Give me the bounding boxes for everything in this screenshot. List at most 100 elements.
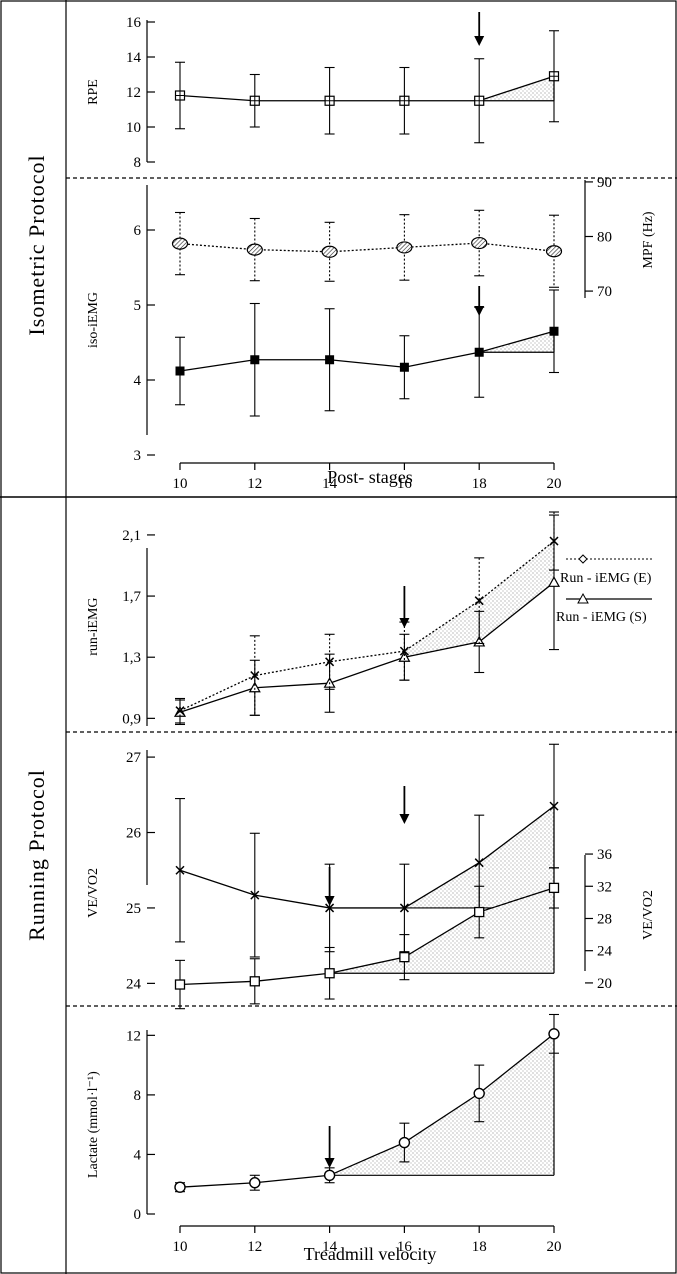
secondary-y-tick-label: 36	[597, 847, 613, 863]
data-point	[249, 1177, 261, 1189]
legend-label-run-iemg-e: Run - iEMG (E)	[560, 571, 652, 586]
y-tick-label: 4	[134, 373, 142, 389]
data-point	[549, 326, 559, 336]
y-tick-label: 26	[126, 826, 142, 842]
y-tick-label: 16	[126, 15, 142, 31]
data-point	[324, 968, 335, 979]
data-point	[545, 245, 563, 258]
y-tick-label: 12	[126, 85, 141, 101]
y-tick-label: 0	[134, 1207, 142, 1223]
panel-rpe: 8 10 12 14 16 RPE	[86, 12, 560, 171]
x-tick-label: 18	[472, 1239, 487, 1255]
lactate-series-line	[179, 1033, 555, 1188]
x-tick-label: 20	[547, 1239, 562, 1255]
secondary-y-tick-label: 28	[597, 911, 612, 927]
data-point	[323, 1169, 336, 1181]
threshold-arrow-head	[399, 814, 410, 824]
run-iemg-s-series-line	[179, 581, 555, 713]
y-tick-label: 6	[134, 223, 142, 239]
data-point	[399, 903, 409, 913]
data-point	[548, 882, 560, 894]
data-point	[325, 903, 335, 913]
mpf-series-line	[179, 242, 555, 253]
data-point	[246, 243, 263, 256]
x-tick-label: 14	[322, 1239, 338, 1255]
y-tick-label: 8	[134, 1088, 142, 1104]
y-tick-label: 24	[126, 976, 142, 992]
data-point	[399, 951, 410, 963]
x-axis-label-treadmill-velocity: Treadmill velocity	[304, 1244, 437, 1264]
data-point	[175, 706, 185, 716]
x-tick-label: 16	[397, 476, 413, 492]
rpe-series-line	[179, 75, 555, 102]
secondary-y-tick-label: 90	[597, 175, 612, 191]
y-tick-label: 0,9	[122, 711, 141, 727]
threshold-arrow-head	[399, 618, 410, 628]
ve-vo2-secondary-series-line	[179, 887, 555, 986]
data-point	[175, 366, 185, 376]
y-tick-label: 27	[126, 750, 142, 766]
threshold-arrow-head	[324, 896, 335, 906]
panel-ve-vo2: 24 25 26 27 VE/VO2 20 24 28 32 36 VE/VO2	[86, 743, 656, 1010]
y-tick-label: 3	[134, 448, 142, 464]
legend-label-run-iemg-s: Run - iEMG (S)	[556, 610, 647, 625]
data-point	[250, 890, 260, 900]
x-tick-label: 10	[173, 1239, 188, 1255]
data-point	[473, 1087, 485, 1100]
data-point	[474, 858, 484, 868]
y-tick-label: 8	[134, 155, 142, 171]
x-tick-label: 14	[322, 476, 338, 492]
section-title-running: Running Protocol	[24, 769, 49, 941]
secondary-y-tick-label: 32	[597, 879, 612, 895]
y-tick-label: 4	[134, 1147, 142, 1163]
data-point	[171, 237, 189, 250]
y-axis-label-rpe: RPE	[86, 79, 101, 105]
legend: Run - iEMG (E) Run - iEMG (S)	[556, 554, 652, 625]
data-point	[549, 801, 559, 811]
y-tick-label: 14	[126, 50, 142, 66]
data-point	[547, 576, 561, 587]
y-tick-label: 5	[134, 298, 142, 314]
x-tick-label: 16	[397, 1239, 413, 1255]
data-point	[399, 646, 409, 656]
panel-iso-iemg: 3 4 5 6 iso-iEMG 70 80 90 MPF (Hz) 10 12 14 16 18 20	[86, 175, 656, 492]
y-tick-label: 1,7	[122, 589, 141, 605]
x-tick-label: 18	[472, 476, 487, 492]
data-point	[325, 657, 335, 667]
x-tick-label: 20	[547, 476, 562, 492]
secondary-y-tick-label: 24	[597, 944, 613, 960]
data-point	[321, 245, 338, 258]
iso-iemg-series-line	[179, 330, 555, 372]
threshold-arrow-head	[474, 36, 485, 46]
x-tick-label: 12	[247, 1239, 262, 1255]
y-tick-label: 25	[126, 901, 141, 917]
data-point	[399, 362, 409, 372]
data-point	[474, 906, 485, 918]
y-tick-label: 12	[126, 1028, 141, 1044]
data-point	[474, 347, 484, 357]
panel-run-iemg: 0,9 1,3 1,7 2,1 run-iEMG	[86, 511, 561, 727]
data-point	[175, 865, 185, 875]
data-point	[325, 355, 335, 365]
run-iemg-e-series-line	[179, 540, 555, 712]
data-point	[398, 1136, 411, 1149]
lactate-shaded-area	[329, 1033, 554, 1176]
section-title-isometric: Isometric Protocol	[24, 154, 49, 335]
ve-vo2-upper-shaded-area	[404, 806, 554, 908]
data-point	[474, 596, 484, 606]
data-point	[548, 1028, 560, 1040]
y-tick-label: 10	[126, 120, 141, 136]
panel-lactate: 0 4 8 12 Lactate (mmol·l⁻¹) 10 12 14 16 18 20	[86, 1013, 562, 1255]
y-tick-label: 1,3	[122, 650, 141, 666]
legend-marker-run-iemg-e	[578, 554, 588, 564]
y-axis-label-lactate: Lactate (mmol·l⁻¹)	[86, 1071, 101, 1178]
secondary-y-tick-label: 80	[597, 230, 612, 246]
data-point	[250, 355, 260, 365]
y-axis-label-ve-vo2: VE/VO2	[86, 868, 101, 918]
y-axis-label-run-iemg: run-iEMG	[86, 597, 101, 655]
legend-marker-run-iemg-s	[577, 592, 589, 604]
threshold-arrow-head	[324, 1158, 335, 1168]
